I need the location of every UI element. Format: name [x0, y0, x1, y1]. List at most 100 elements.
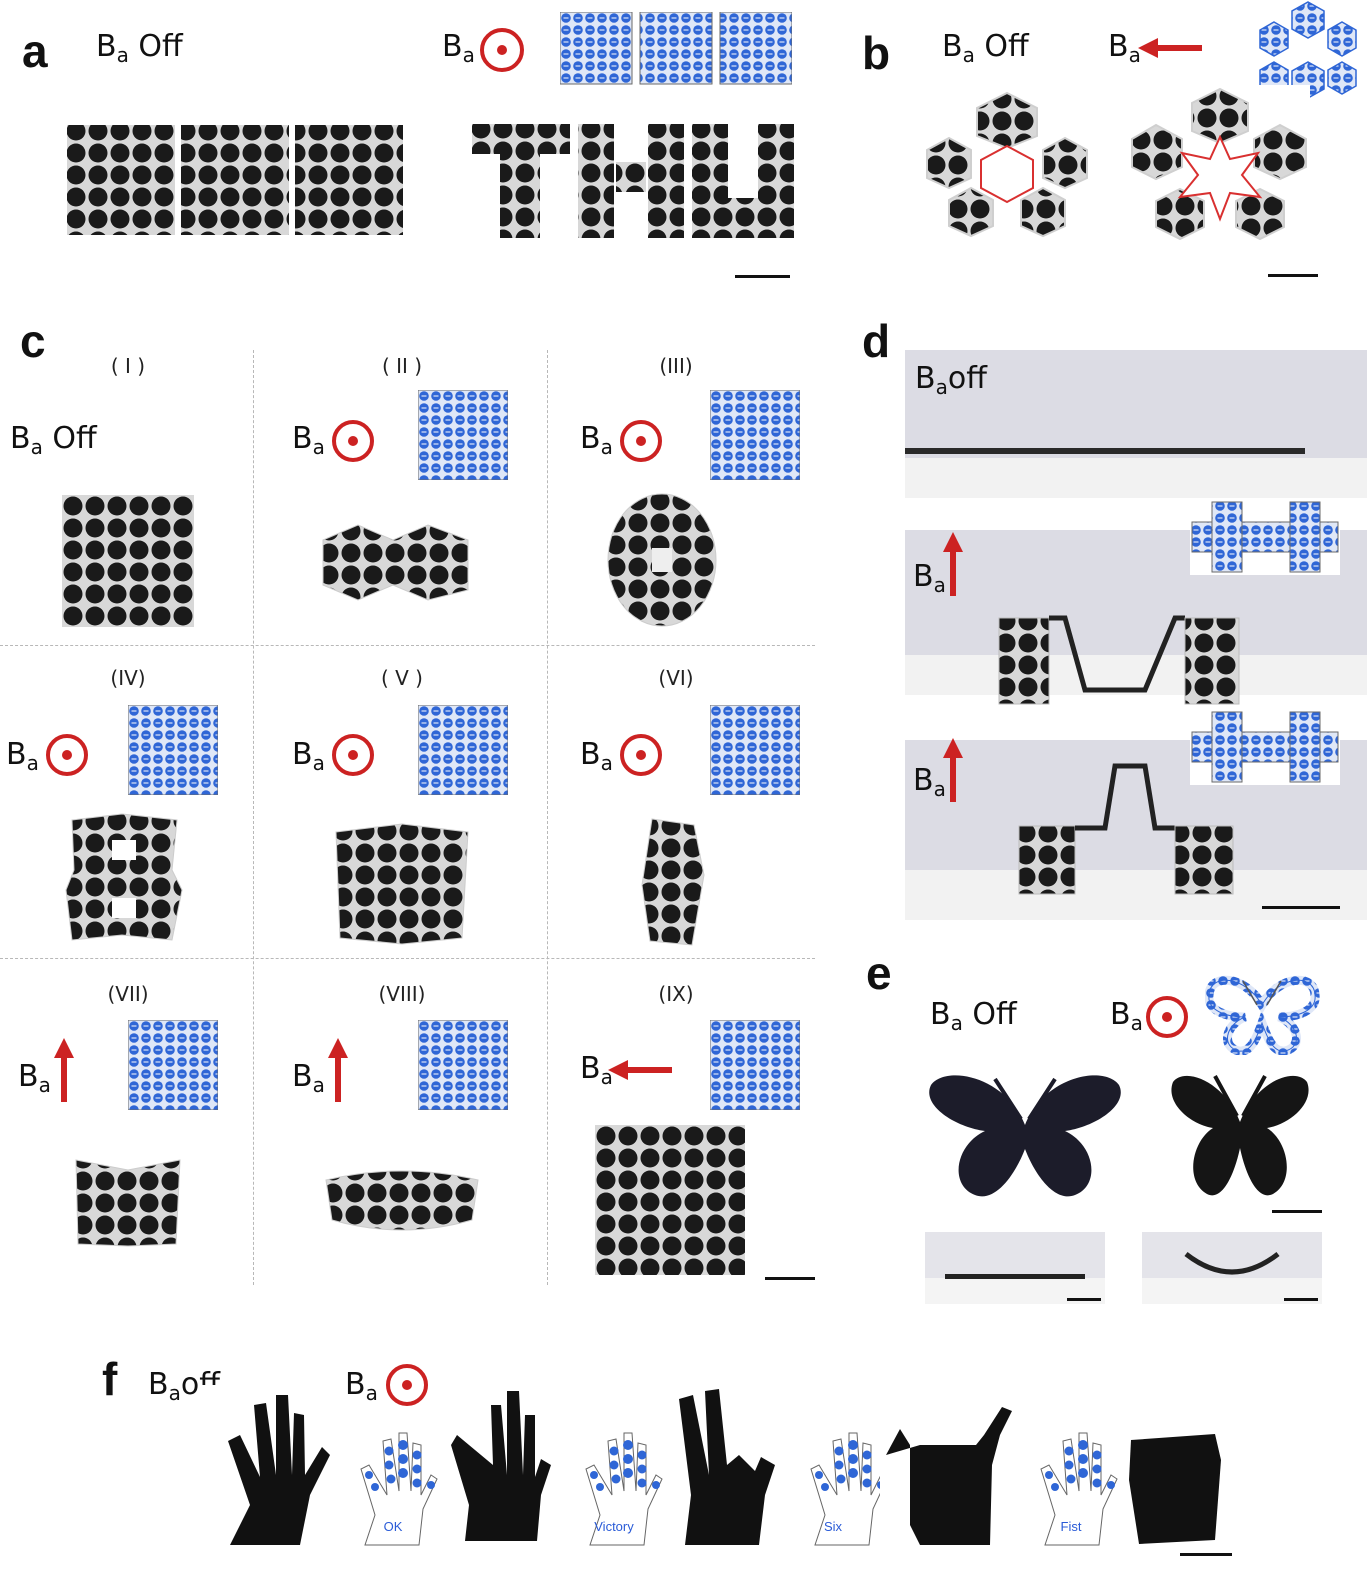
- cell-4-schematic: [128, 705, 218, 795]
- field-off-label-e: Ba Off: [930, 997, 1017, 1035]
- cell-5-photo: [332, 820, 472, 945]
- grid-divider-h1: [0, 645, 815, 646]
- panel-d-schematic-2: [1190, 710, 1340, 785]
- hand-schematic-six: Six: [810, 1432, 888, 1546]
- field-label-d2: Ba: [913, 559, 946, 597]
- panel-d-schematic-1: [1190, 500, 1340, 575]
- field-on-label-a: Ba: [442, 29, 475, 67]
- cell-9-photo: [595, 1125, 745, 1275]
- butterfly-photo-off: [925, 1065, 1125, 1205]
- out-of-plane-field-icon-e: [1146, 996, 1188, 1038]
- cell-label-9: (IX): [658, 982, 694, 1006]
- panel-label-c: c: [20, 315, 46, 367]
- cell-label-4: (IV): [110, 666, 146, 690]
- out-of-plane-field-icon-c4: [46, 734, 88, 776]
- hand-label-ok: OK: [384, 1519, 403, 1534]
- cell-5-schematic: [418, 705, 508, 795]
- hand-label-victory: Victory: [594, 1519, 634, 1534]
- field-label-f: Ba: [345, 1367, 378, 1405]
- field-label-c4: Ba: [6, 737, 39, 775]
- hand-photo-victory: [665, 1385, 780, 1550]
- panel-label-f: f: [102, 1353, 118, 1405]
- cell-label-5: ( V ): [380, 666, 423, 690]
- left-arrow-field-icon-c9: [608, 1060, 672, 1080]
- panel-b-photo-star: [1130, 85, 1310, 240]
- field-off-label-c: Ba Off: [10, 421, 97, 459]
- up-arrow-field-icon-c8: [328, 1038, 348, 1102]
- field-label-c3: Ba: [580, 421, 613, 459]
- panel-label-d: d: [862, 315, 891, 367]
- up-arrow-field-icon-d3: [943, 738, 963, 802]
- panel-d-photo-off: Baoff: [905, 350, 1367, 498]
- cell-9-schematic: [710, 1020, 800, 1110]
- cell-label-2: ( II ): [381, 354, 423, 378]
- butterfly-side-on: [1142, 1232, 1322, 1304]
- left-arrow-field-icon: [1138, 38, 1202, 58]
- thu-schematic: [560, 12, 792, 85]
- panel-label-a: a: [22, 25, 48, 77]
- scale-bar-f: [1180, 1553, 1232, 1556]
- field-label-c5: Ba: [292, 737, 325, 775]
- cell-6-schematic: [710, 705, 800, 795]
- field-off-label-a: Ba Off: [96, 29, 183, 67]
- field-label-c6: Ba: [580, 737, 613, 775]
- panel-a-photo-off: [65, 120, 410, 240]
- out-of-plane-field-icon-c3: [620, 420, 662, 462]
- up-arrow-field-icon-d2: [943, 532, 963, 596]
- cell-7-schematic: [128, 1020, 218, 1110]
- cell-3-photo: [605, 490, 720, 630]
- cell-2-schematic: [418, 390, 508, 480]
- out-of-plane-field-icon-c6: [620, 734, 662, 776]
- cell-label-1: ( I ): [110, 354, 146, 378]
- scale-bar-e3: [1284, 1298, 1318, 1301]
- grid-divider-h2: [0, 958, 815, 959]
- hand-schematic-ok: OK: [360, 1432, 438, 1546]
- cell-6-photo: [638, 815, 708, 950]
- panel-label-b: b: [862, 27, 891, 79]
- grid-divider-v2: [547, 350, 548, 1285]
- hand-schematic-victory: Victory: [585, 1432, 663, 1546]
- cell-label-7: (VII): [107, 982, 149, 1006]
- hand-photo-ok: [445, 1385, 555, 1545]
- field-off-label-d: Baoff: [915, 361, 987, 399]
- cell-label-6: (VI): [658, 666, 694, 690]
- cell-label-8: (VIII): [378, 982, 426, 1006]
- up-arrow-field-icon-c7: [54, 1038, 74, 1102]
- cell-2-photo: [318, 520, 478, 605]
- scale-bar-b: [1268, 274, 1318, 277]
- butterfly-side-off: [925, 1232, 1105, 1304]
- field-label-c8: Ba: [292, 1059, 325, 1097]
- butterfly-schematic: [1205, 975, 1320, 1055]
- cell-label-3: (III): [659, 354, 693, 378]
- cell-3-schematic: [710, 390, 800, 480]
- hand-photo-fist: [1125, 1420, 1225, 1550]
- scale-bar-e: [1272, 1210, 1322, 1213]
- cell-8-schematic: [418, 1020, 508, 1110]
- butterfly-photo-on: [1165, 1062, 1315, 1207]
- out-of-plane-field-icon: [480, 28, 524, 72]
- panel-d-photo-folded-2: Ba: [905, 738, 1367, 920]
- field-label-c9: Ba: [580, 1051, 613, 1089]
- field-label-d3: Ba: [913, 763, 946, 801]
- panel-a-photo-thu: [470, 118, 795, 243]
- hand-schematic-fist: Fist: [1040, 1432, 1118, 1546]
- scale-bar-c: [765, 1277, 815, 1280]
- field-label-e: Ba: [1110, 997, 1143, 1035]
- out-of-plane-field-icon-c5: [332, 734, 374, 776]
- out-of-plane-field-icon-c2: [332, 420, 374, 462]
- hand-label-fist: Fist: [1061, 1519, 1082, 1534]
- field-on-label-b: Ba: [1108, 29, 1141, 67]
- field-label-c2: Ba: [292, 421, 325, 459]
- hand-label-six: Six: [824, 1519, 843, 1534]
- scale-bar-e2: [1067, 1298, 1101, 1301]
- panel-label-e: e: [866, 947, 892, 999]
- field-label-c7: Ba: [18, 1059, 51, 1097]
- field-off-label-b: Ba Off: [942, 29, 1029, 67]
- grid-divider-v1: [253, 350, 254, 1285]
- cell-7-photo: [72, 1148, 184, 1248]
- cell-4-photo: [62, 810, 187, 945]
- panel-b-photo-off: [925, 88, 1090, 238]
- scale-bar-a: [735, 275, 790, 278]
- panel-d-photo-folded-1: Ba: [905, 530, 1367, 705]
- scale-bar-d: [1262, 906, 1340, 909]
